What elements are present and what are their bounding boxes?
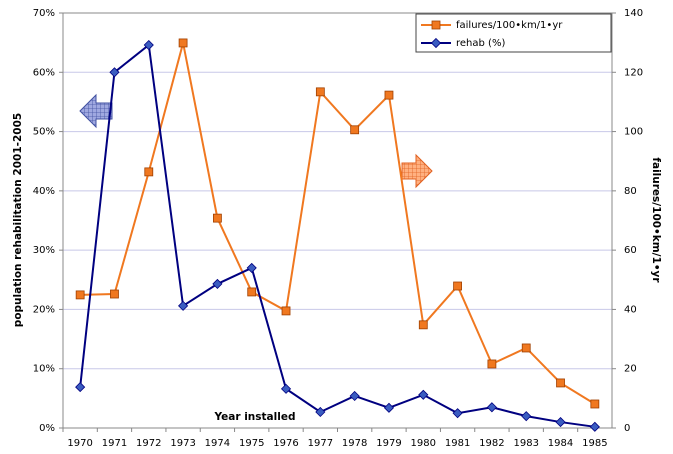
data-point [75,290,85,300]
data-point [349,390,360,402]
y-tick-label: 70% [33,8,55,19]
right-axis-arrow [401,153,433,189]
data-point [178,38,188,48]
data-point [315,406,326,418]
y2-tick-label: 100 [624,127,643,138]
legend-marker [431,20,441,30]
x-tick-label: 1974 [205,438,230,449]
x-axis-title: Year installed [214,411,296,423]
legend-box [415,13,612,53]
x-tick-label: 1970 [67,438,92,449]
x-tick-label: 1985 [582,438,607,449]
x-tick-label: 1972 [136,438,161,449]
y2-tick-label: 0 [624,423,630,434]
x-tick-label: 1978 [342,438,367,449]
data-point [246,262,257,273]
data-point [521,343,531,353]
data-point [212,278,223,290]
x-tick-label: 1982 [479,438,504,449]
data-point [487,359,497,369]
data-point [281,306,291,316]
data-point [144,167,154,177]
series-line [80,42,596,405]
x-tick-label: 1979 [376,438,401,449]
data-point [453,281,462,291]
data-point [143,39,154,51]
data-point [110,289,119,299]
x-tick-label: 1976 [273,438,298,449]
data-point [315,87,325,97]
data-point [555,417,566,428]
x-tick-label: 1971 [102,438,127,449]
data-point [556,378,565,388]
y2-tick-label: 140 [624,8,643,19]
data-point [109,67,120,78]
y2-axis-title: failures/100•km/1•yr [650,157,662,283]
x-tick-label: 1973 [170,438,195,449]
data-point [590,399,600,409]
legend-label: failures/100•km/1•yr [456,20,563,31]
x-tick-label: 1983 [513,438,538,449]
y-tick-label: 10% [33,364,55,375]
data-point [75,382,86,393]
y-tick-label: 30% [33,245,55,256]
data-point [521,411,532,422]
plot-frame [62,12,613,429]
y-tick-label: 60% [33,67,55,78]
data-point [350,125,360,135]
series-line [79,43,595,428]
x-tick-label: 1981 [445,438,470,449]
data-point [589,421,600,432]
y-tick-label: 50% [33,127,55,138]
y2-tick-label: 80 [624,186,637,197]
y2-tick-label: 120 [624,67,643,78]
x-tick-label: 1980 [411,438,436,449]
data-point [280,383,292,394]
data-point [178,300,189,311]
left-axis-arrow [79,93,113,129]
y-axis-title: population rehabilitation 2001-2005 [12,113,24,327]
data-point [247,287,257,297]
x-tick-label: 1977 [308,438,333,449]
data-point [418,320,428,330]
x-tick-label: 1975 [239,438,264,449]
y-tick-label: 40% [33,186,55,197]
legend-label: rehab (%) [456,38,505,49]
data-point [383,402,395,413]
x-tick-label: 1984 [548,438,573,449]
data-point [418,389,429,400]
data-point [384,90,394,100]
legend-marker [430,37,442,49]
y2-tick-label: 20 [624,364,637,375]
y-tick-label: 20% [33,304,55,315]
y-tick-label: 0% [39,423,55,434]
data-point [213,213,222,223]
data-point [486,402,497,413]
data-point [452,408,463,419]
y2-tick-label: 40 [624,304,637,315]
y2-tick-label: 60 [624,245,637,256]
